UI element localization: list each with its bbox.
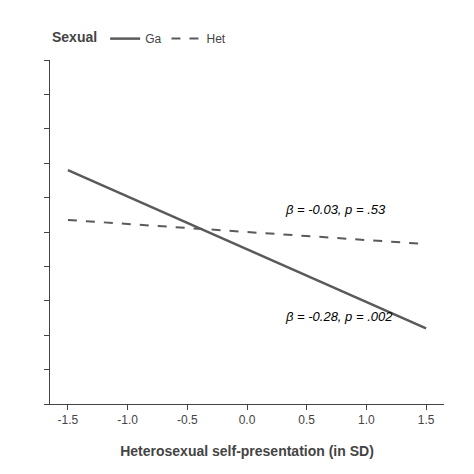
svg-text:Sexual: Sexual bbox=[52, 29, 97, 45]
svg-text:1.0: 1.0 bbox=[358, 413, 375, 427]
svg-text:Heterosexual self-presentation: Heterosexual self-presentation (in SD) bbox=[120, 443, 374, 459]
svg-text:-0.5: -0.5 bbox=[177, 413, 198, 427]
svg-text:β = -0.03, p = .53: β = -0.03, p = .53 bbox=[285, 202, 386, 217]
svg-text:0.0: 0.0 bbox=[239, 413, 256, 427]
svg-text:-1.0: -1.0 bbox=[117, 413, 138, 427]
svg-text:β = -0.28, p = .002: β = -0.28, p = .002 bbox=[285, 309, 393, 324]
svg-text:-1.5: -1.5 bbox=[58, 413, 79, 427]
svg-text:0.5: 0.5 bbox=[298, 413, 315, 427]
svg-text:Ga: Ga bbox=[145, 32, 161, 46]
svg-text:Het: Het bbox=[206, 32, 225, 46]
svg-text:1.5: 1.5 bbox=[418, 413, 435, 427]
